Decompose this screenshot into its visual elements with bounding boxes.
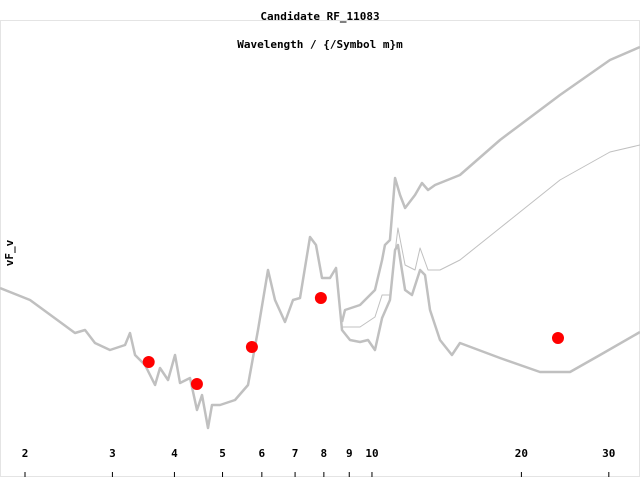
data-point xyxy=(190,378,203,390)
x-tick-label: 5 xyxy=(219,447,226,460)
plot-frame xyxy=(0,20,640,477)
x-tick-label: 6 xyxy=(259,447,266,460)
x-tick-label: 2 xyxy=(22,447,29,460)
x-tick-label: 9 xyxy=(346,447,353,460)
data-point xyxy=(314,292,327,304)
x-tick-label: 3 xyxy=(109,447,116,460)
data-line xyxy=(342,144,640,328)
data-point xyxy=(551,332,564,344)
chart-title: Candidate RF_11083 xyxy=(260,10,379,23)
data-line xyxy=(0,235,640,430)
x-tick-label: 7 xyxy=(292,447,299,460)
x-tick-label: 4 xyxy=(171,447,178,460)
x-tick-label: 20 xyxy=(515,447,528,460)
data-point xyxy=(245,341,258,353)
data-point xyxy=(142,356,155,368)
data-line xyxy=(340,45,640,323)
x-tick-label: 30 xyxy=(602,447,615,460)
x-tick-label: 10 xyxy=(365,447,378,460)
chart-subtitle: Wavelength / {/Symbol m}m xyxy=(237,38,403,51)
x-tick-label: 8 xyxy=(321,447,328,460)
y-axis-label: vF_v xyxy=(3,239,16,266)
